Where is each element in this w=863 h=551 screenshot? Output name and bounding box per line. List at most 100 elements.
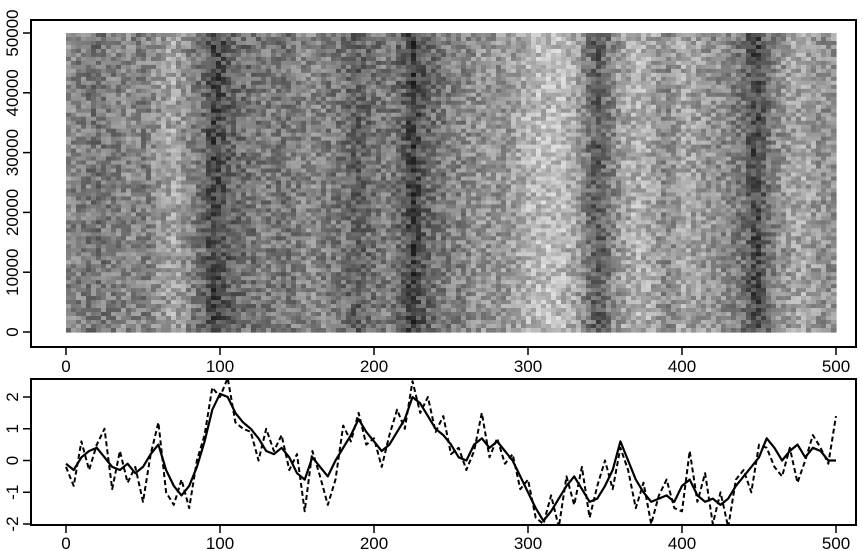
heatmap-cell: [181, 88, 187, 94]
heatmap-cell: [86, 292, 92, 297]
heatmap-cell: [101, 180, 107, 186]
heatmap-cell: [246, 212, 252, 217]
heatmap-cell: [126, 92, 132, 98]
heatmap-cell: [111, 192, 117, 198]
heatmap-cell: [101, 236, 107, 241]
heatmap-cell: [191, 184, 197, 190]
heatmap-cell: [211, 88, 217, 94]
heatmap-cell: [171, 308, 177, 313]
heatmap-cell: [131, 76, 137, 82]
heatmap-cell: [81, 296, 87, 301]
heatmap-cell: [161, 316, 167, 321]
heatmap-cell: [156, 264, 162, 269]
heatmap-cell: [291, 76, 297, 82]
heatmap-cell: [76, 100, 82, 106]
heatmap-cell: [111, 276, 117, 281]
heatmap-cell: [346, 296, 352, 301]
heatmap-cell: [101, 76, 107, 82]
heatmap-cell: [351, 288, 357, 293]
heatmap-cell: [391, 168, 397, 174]
heatmap-cell: [71, 44, 77, 50]
heatmap-cell: [116, 252, 122, 257]
heatmap-cell: [176, 48, 182, 54]
heatmap-cell: [91, 132, 97, 138]
heatmap-cell: [221, 268, 227, 273]
heatmap-cell: [286, 88, 292, 94]
heatmap-cell: [241, 72, 247, 78]
heatmap-cell: [166, 240, 172, 245]
heatmap-cell: [181, 276, 187, 281]
heatmap-cell: [66, 104, 72, 110]
heatmap-cell: [286, 96, 292, 102]
heatmap-cell: [201, 108, 207, 114]
heatmap-cell: [331, 180, 337, 186]
heatmap-cell: [71, 216, 77, 221]
heatmap-cell: [381, 33, 387, 38]
heatmap-cell: [341, 252, 347, 257]
heatmap-cell: [351, 196, 357, 202]
heatmap-cell: [86, 160, 92, 166]
heatmap-cell: [106, 136, 112, 142]
heatmap-cell: [91, 33, 97, 38]
heatmap-cell: [106, 140, 112, 146]
heatmap-cell: [316, 264, 322, 269]
heatmap-cell: [111, 208, 117, 213]
heatmap-cell: [126, 180, 132, 186]
heatmap-cell: [141, 68, 147, 74]
heatmap-cell: [301, 76, 307, 82]
heatmap-cell: [336, 156, 342, 162]
heatmap-cell: [116, 228, 122, 233]
heatmap-cell: [151, 164, 157, 170]
heatmap-cell: [311, 112, 317, 118]
heatmap-cell: [261, 116, 267, 122]
heatmap-cell: [121, 272, 127, 277]
heatmap-cell: [366, 188, 372, 194]
heatmap-cell: [251, 68, 257, 74]
heatmap-cell: [71, 136, 77, 142]
heatmap-cell: [296, 172, 302, 178]
heatmap-cell: [191, 272, 197, 277]
heatmap-cell: [251, 224, 257, 229]
heatmap-cell: [121, 308, 127, 313]
heatmap-cell: [66, 156, 72, 162]
heatmap-cell: [71, 160, 77, 166]
heatmap-cell: [131, 144, 137, 150]
heatmap-cell: [316, 192, 322, 198]
heatmap-cell: [291, 208, 297, 213]
heatmap-cell: [221, 224, 227, 229]
heatmap-cell: [336, 132, 342, 138]
heatmap-cell: [281, 164, 287, 170]
heatmap-cell: [286, 260, 292, 265]
heatmap-cell: [331, 124, 337, 130]
heatmap-cell: [66, 196, 72, 202]
heatmap-cell: [201, 284, 207, 289]
heatmap-cell: [66, 192, 72, 198]
heatmap-cell: [126, 80, 132, 86]
heatmap-cell: [226, 208, 232, 213]
heatmap-cell: [371, 268, 377, 273]
heatmap-cell: [91, 168, 97, 174]
heatmap-cell: [66, 96, 72, 102]
heatmap-cell: [356, 36, 362, 42]
heatmap-cell: [276, 292, 282, 297]
heatmap-cell: [141, 96, 147, 102]
heatmap-cell: [366, 200, 372, 206]
heatmap-cell: [181, 84, 187, 90]
heatmap-cell: [246, 68, 252, 74]
heatmap-cell: [216, 236, 222, 241]
heatmap-cell: [171, 36, 177, 42]
heatmap-cell: [276, 288, 282, 293]
heatmap-cell: [136, 284, 142, 289]
heatmap-cell: [371, 40, 377, 46]
heatmap-cell: [156, 152, 162, 158]
heatmap-cell: [301, 136, 307, 142]
heatmap-cell: [221, 64, 227, 70]
heatmap-cell: [276, 232, 282, 237]
heatmap-cell: [321, 156, 327, 162]
heatmap-cell: [126, 84, 132, 90]
heatmap-cell: [81, 200, 87, 206]
heatmap-cell: [186, 324, 192, 329]
heatmap-cell: [211, 108, 217, 114]
heatmap-cell: [176, 324, 182, 329]
heatmap-cell: [66, 140, 72, 146]
